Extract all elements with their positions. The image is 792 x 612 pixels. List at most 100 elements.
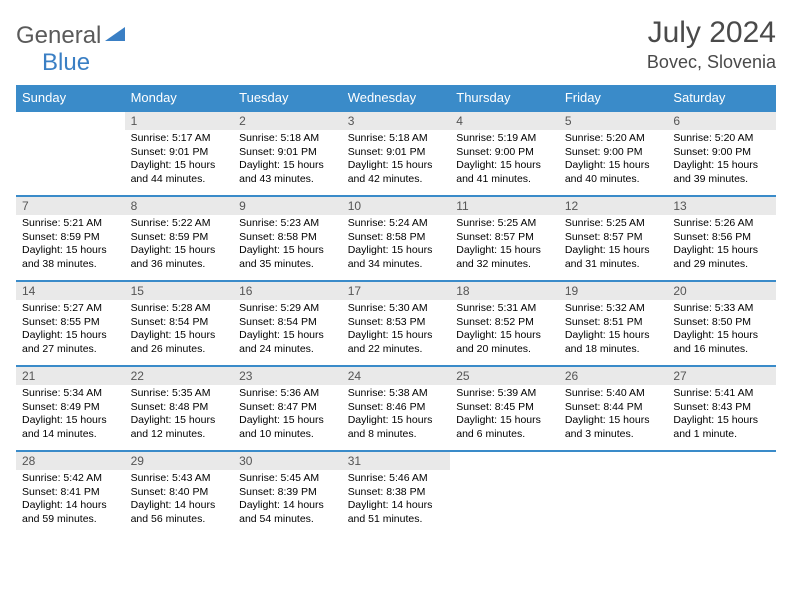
day-number-row: 123456: [16, 111, 776, 130]
day-number-row: 14151617181920: [16, 281, 776, 300]
day-content-cell: Sunrise: 5:41 AMSunset: 8:43 PMDaylight:…: [667, 385, 776, 451]
sunrise-text: Sunrise: 5:31 AM: [456, 302, 553, 316]
day-number-cell: 10: [342, 196, 451, 215]
daylight-text: Daylight: 15 hours and 20 minutes.: [456, 329, 553, 356]
calendar-table: Sunday Monday Tuesday Wednesday Thursday…: [16, 85, 776, 536]
sunset-text: Sunset: 9:01 PM: [348, 146, 445, 160]
day-number-cell: 19: [559, 281, 668, 300]
day-content-cell: Sunrise: 5:34 AMSunset: 8:49 PMDaylight:…: [16, 385, 125, 451]
sunrise-text: Sunrise: 5:18 AM: [239, 132, 336, 146]
day-number-cell: 2: [233, 111, 342, 130]
day-number-cell: 9: [233, 196, 342, 215]
sunrise-text: Sunrise: 5:39 AM: [456, 387, 553, 401]
day-number-cell: 6: [667, 111, 776, 130]
sunrise-text: Sunrise: 5:18 AM: [348, 132, 445, 146]
day-number-cell: 5: [559, 111, 668, 130]
day-content-cell: Sunrise: 5:20 AMSunset: 9:00 PMDaylight:…: [559, 130, 668, 196]
sunset-text: Sunset: 8:46 PM: [348, 401, 445, 415]
daylight-text: Daylight: 15 hours and 12 minutes.: [131, 414, 228, 441]
day-content-cell: Sunrise: 5:25 AMSunset: 8:57 PMDaylight:…: [450, 215, 559, 281]
daylight-text: Daylight: 15 hours and 29 minutes.: [673, 244, 770, 271]
day-number-cell: 26: [559, 366, 668, 385]
day-number-cell: 1: [125, 111, 234, 130]
logo-triangle-icon: [105, 25, 127, 48]
day-content-cell: Sunrise: 5:21 AMSunset: 8:59 PMDaylight:…: [16, 215, 125, 281]
weekday-header: Saturday: [667, 85, 776, 111]
day-number-cell: 7: [16, 196, 125, 215]
day-content-cell: Sunrise: 5:39 AMSunset: 8:45 PMDaylight:…: [450, 385, 559, 451]
sunrise-text: Sunrise: 5:20 AM: [565, 132, 662, 146]
sunrise-text: Sunrise: 5:21 AM: [22, 217, 119, 231]
day-number-cell: 23: [233, 366, 342, 385]
day-number-cell: [450, 451, 559, 470]
day-content-cell: Sunrise: 5:33 AMSunset: 8:50 PMDaylight:…: [667, 300, 776, 366]
day-content-cell: Sunrise: 5:45 AMSunset: 8:39 PMDaylight:…: [233, 470, 342, 536]
daylight-text: Daylight: 15 hours and 14 minutes.: [22, 414, 119, 441]
sunset-text: Sunset: 8:53 PM: [348, 316, 445, 330]
day-content-cell: Sunrise: 5:17 AMSunset: 9:01 PMDaylight:…: [125, 130, 234, 196]
location: Bovec, Slovenia: [647, 52, 776, 73]
day-content-cell: Sunrise: 5:40 AMSunset: 8:44 PMDaylight:…: [559, 385, 668, 451]
sunset-text: Sunset: 9:00 PM: [673, 146, 770, 160]
sunrise-text: Sunrise: 5:23 AM: [239, 217, 336, 231]
day-content-cell: [559, 470, 668, 536]
daylight-text: Daylight: 15 hours and 18 minutes.: [565, 329, 662, 356]
sunrise-text: Sunrise: 5:40 AM: [565, 387, 662, 401]
daylight-text: Daylight: 15 hours and 44 minutes.: [131, 159, 228, 186]
day-number-cell: 15: [125, 281, 234, 300]
daylight-text: Daylight: 15 hours and 36 minutes.: [131, 244, 228, 271]
weekday-header: Thursday: [450, 85, 559, 111]
day-content-cell: Sunrise: 5:35 AMSunset: 8:48 PMDaylight:…: [125, 385, 234, 451]
sunset-text: Sunset: 8:57 PM: [456, 231, 553, 245]
daylight-text: Daylight: 15 hours and 27 minutes.: [22, 329, 119, 356]
sunrise-text: Sunrise: 5:28 AM: [131, 302, 228, 316]
sunset-text: Sunset: 8:55 PM: [22, 316, 119, 330]
daylight-text: Daylight: 15 hours and 32 minutes.: [456, 244, 553, 271]
sunset-text: Sunset: 8:57 PM: [565, 231, 662, 245]
sunset-text: Sunset: 8:45 PM: [456, 401, 553, 415]
daylight-text: Daylight: 15 hours and 16 minutes.: [673, 329, 770, 356]
sunset-text: Sunset: 8:51 PM: [565, 316, 662, 330]
daylight-text: Daylight: 15 hours and 38 minutes.: [22, 244, 119, 271]
day-number-cell: 16: [233, 281, 342, 300]
logo-text-general: General: [16, 22, 101, 50]
sunrise-text: Sunrise: 5:22 AM: [131, 217, 228, 231]
day-content-cell: [667, 470, 776, 536]
sunrise-text: Sunrise: 5:32 AM: [565, 302, 662, 316]
sunset-text: Sunset: 8:49 PM: [22, 401, 119, 415]
day-content-cell: Sunrise: 5:30 AMSunset: 8:53 PMDaylight:…: [342, 300, 451, 366]
day-number-row: 21222324252627: [16, 366, 776, 385]
day-content-cell: Sunrise: 5:20 AMSunset: 9:00 PMDaylight:…: [667, 130, 776, 196]
sunset-text: Sunset: 8:47 PM: [239, 401, 336, 415]
daylight-text: Daylight: 14 hours and 56 minutes.: [131, 499, 228, 526]
daylight-text: Daylight: 15 hours and 41 minutes.: [456, 159, 553, 186]
day-number-cell: 8: [125, 196, 234, 215]
sunset-text: Sunset: 9:01 PM: [239, 146, 336, 160]
day-content-cell: Sunrise: 5:18 AMSunset: 9:01 PMDaylight:…: [342, 130, 451, 196]
day-content-cell: Sunrise: 5:31 AMSunset: 8:52 PMDaylight:…: [450, 300, 559, 366]
day-number-cell: 18: [450, 281, 559, 300]
sunset-text: Sunset: 9:00 PM: [456, 146, 553, 160]
day-content-cell: Sunrise: 5:23 AMSunset: 8:58 PMDaylight:…: [233, 215, 342, 281]
daylight-text: Daylight: 15 hours and 22 minutes.: [348, 329, 445, 356]
day-content-cell: Sunrise: 5:24 AMSunset: 8:58 PMDaylight:…: [342, 215, 451, 281]
daylight-text: Daylight: 14 hours and 51 minutes.: [348, 499, 445, 526]
day-content-cell: Sunrise: 5:38 AMSunset: 8:46 PMDaylight:…: [342, 385, 451, 451]
sunrise-text: Sunrise: 5:33 AM: [673, 302, 770, 316]
sunset-text: Sunset: 8:59 PM: [22, 231, 119, 245]
daylight-text: Daylight: 15 hours and 10 minutes.: [239, 414, 336, 441]
day-number-cell: 17: [342, 281, 451, 300]
day-number-cell: [667, 451, 776, 470]
daylight-text: Daylight: 14 hours and 54 minutes.: [239, 499, 336, 526]
day-number-cell: 11: [450, 196, 559, 215]
sunset-text: Sunset: 8:56 PM: [673, 231, 770, 245]
day-content-row: Sunrise: 5:21 AMSunset: 8:59 PMDaylight:…: [16, 215, 776, 281]
daylight-text: Daylight: 15 hours and 35 minutes.: [239, 244, 336, 271]
logo: General: [16, 22, 129, 50]
day-number-cell: 21: [16, 366, 125, 385]
sunrise-text: Sunrise: 5:25 AM: [456, 217, 553, 231]
day-number-cell: 13: [667, 196, 776, 215]
sunrise-text: Sunrise: 5:19 AM: [456, 132, 553, 146]
day-number-cell: 29: [125, 451, 234, 470]
weekday-header: Monday: [125, 85, 234, 111]
